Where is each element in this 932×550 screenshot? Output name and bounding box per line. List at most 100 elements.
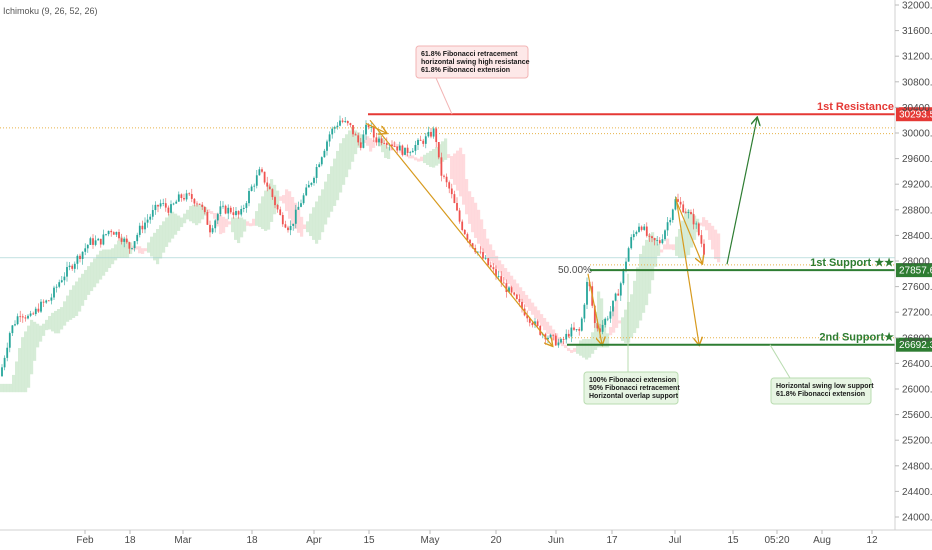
candle-body [534,321,536,326]
candle-body [245,203,248,208]
y-tick-label: 29600.0 [902,154,932,165]
cloud-segment [60,307,64,330]
candle-body [92,238,94,245]
cloud-segment [321,189,325,233]
candle-body [196,203,198,205]
cloud-segment [84,269,88,301]
candle-body [136,234,139,242]
candle-body [53,287,55,298]
cloud-segment [645,239,649,306]
candle-body [73,263,76,269]
cloud-segment [234,217,238,240]
candle-body [50,297,53,301]
annotation-text: Horizontal swing low support [776,383,874,390]
cloud-segment [423,154,427,164]
cloud-segment [81,273,85,306]
cloud-segment [87,266,91,295]
candle-body [40,301,42,312]
time-axis[interactable]: Feb 18 Mar 18 Apr 15 May 20 Jun 17 Jul 15 05:20 Aug 12 [76,530,878,546]
cloud-segment [255,211,259,226]
candle-body [167,207,170,213]
candle-body [110,230,113,233]
cloud-segment [246,221,250,226]
candle-body [229,207,232,213]
candle-body [149,216,152,220]
candle-body [643,226,646,230]
projection-arrow [675,199,702,263]
candle-body [341,120,344,122]
cloud-segment [678,229,682,258]
cloud-segment [291,197,295,226]
cloud-segment [159,225,163,259]
candle-body [570,327,573,337]
candle-body [76,255,79,264]
cloud-segment [528,298,532,311]
candle-body [318,164,321,168]
candle-body [653,238,656,241]
candlestick-series [1,115,705,377]
candle-body [201,204,204,207]
cloud-segment [483,229,487,254]
cloud-segment [450,156,454,180]
candle-body [586,281,588,305]
candle-body [151,210,154,217]
candle-body [315,167,318,178]
cloud-segment [534,306,538,319]
annotation-text: 100% Fibonacci extension [589,377,676,384]
cloud-segment [687,209,691,256]
cloud-segment [462,154,466,205]
candle-body [24,317,27,319]
projection-arrow [726,118,757,265]
cloud-segment [537,310,541,323]
cloud-segment [660,249,664,253]
candle-body [16,316,19,325]
candle-body [479,251,482,253]
candle-body [401,145,404,155]
cloud-segment [387,147,391,159]
indicator-label[interactable]: Ichimoku (9, 26, 52, 26) [3,6,98,16]
candle-body [365,124,367,135]
candle-body [107,230,110,235]
cloud-segment [675,236,679,256]
cloud-segment [252,218,256,226]
cloud-segment [489,244,493,261]
candle-body [661,239,664,244]
y-tick-label: 25200.0 [902,436,932,447]
candle-body [352,125,354,135]
level-badge-text: 27857.6 [899,266,932,277]
cloud-segment [345,134,349,178]
candle-body [11,325,14,334]
cloud-segment [162,221,166,253]
candle-body [32,313,35,315]
cloud-segment [72,285,76,318]
candle-body [599,328,601,332]
cloud-segment [717,233,721,263]
candle-body [409,152,412,154]
candle-body [1,367,3,377]
candle-body [47,300,50,302]
candle-body [627,248,630,262]
candle-body [430,131,432,137]
annotation-box [415,45,529,79]
x-tick-label: 20 [490,535,502,546]
candle-body [362,134,365,148]
cloud-segment [558,337,562,345]
candle-body [612,300,614,312]
cloud-segment [588,339,592,358]
cloud-segment [615,299,619,328]
cloud-segment [663,244,667,250]
candle-body [162,203,165,205]
cloud-segment [303,224,307,229]
candle-body [86,244,89,249]
candle-body [583,304,586,319]
price-axis[interactable]: 32000.0 31600.0 31200.0 30800.0 30400.0 30000… [895,1,932,524]
cloud-segment [594,311,598,350]
cloud-segment [369,138,373,152]
candle-body [164,203,167,208]
candle-body [565,333,568,340]
cloud-segment [102,249,106,276]
projection-arrows [365,118,757,345]
x-tick-label: May [421,535,440,546]
candle-body [625,261,627,270]
